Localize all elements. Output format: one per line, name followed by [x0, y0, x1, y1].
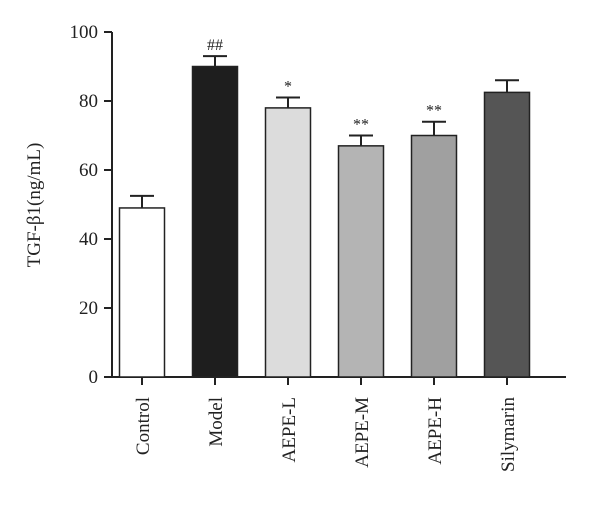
x-tick-label: Model [206, 397, 227, 447]
significance-label: ** [353, 117, 369, 134]
bar [483, 91, 531, 378]
x-tick-label: Silymarin [498, 397, 519, 472]
bar [191, 65, 239, 378]
error-bars [130, 55, 519, 208]
x-tick-label: AEPE-L [279, 397, 300, 462]
x-tick-label: Control [133, 397, 154, 455]
bar [118, 207, 166, 378]
bar [264, 107, 312, 378]
significance-label: ## [207, 37, 223, 54]
significance-label: * [284, 79, 292, 96]
y-ticks: 0 20 40 60 80 100 [70, 22, 112, 388]
y-tick-label: 40 [79, 229, 98, 250]
x-tick-labels: Control Model AEPE-L AEPE-M AEPE-H Silymarin [133, 377, 519, 472]
y-axis-label: TGF-β1(ng/mL) [24, 143, 45, 268]
x-tick-label: AEPE-M [352, 397, 373, 468]
bar [410, 134, 458, 378]
x-tick-label: AEPE-H [425, 397, 446, 465]
y-tick-label: 100 [70, 22, 99, 43]
significance-label: ** [426, 103, 442, 120]
y-tick-label: 0 [89, 367, 99, 388]
significance-marks: ##***** [207, 37, 442, 133]
y-tick-label: 20 [79, 298, 98, 319]
y-tick-label: 60 [79, 160, 98, 181]
bar [337, 145, 385, 378]
bars [118, 65, 531, 378]
y-tick-label: 80 [79, 91, 98, 112]
